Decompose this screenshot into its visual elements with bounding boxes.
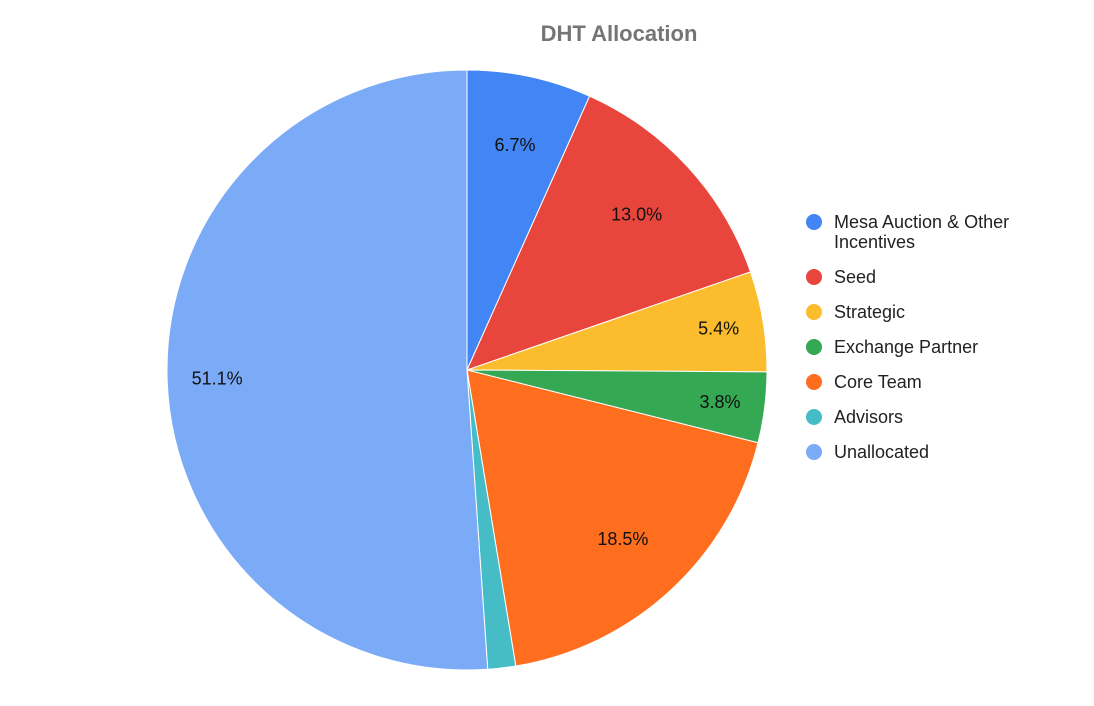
pie-slice-unallocated	[166, 69, 489, 671]
legend-label: Strategic	[834, 302, 905, 322]
legend-label: Seed	[834, 267, 876, 287]
legend-marker	[806, 374, 822, 390]
slice-label: 6.7%	[495, 135, 536, 155]
slice-label: 3.8%	[699, 392, 740, 412]
legend-label: Incentives	[834, 232, 915, 252]
legend-marker	[806, 409, 822, 425]
legend-label: Advisors	[834, 407, 903, 427]
legend-label: Unallocated	[834, 442, 929, 462]
slice-label: 18.5%	[597, 529, 648, 549]
legend-label: Exchange Partner	[834, 337, 978, 357]
legend-marker	[806, 444, 822, 460]
pie-slice-seed	[466, 95, 752, 371]
legend-marker	[806, 339, 822, 355]
slice-label: 51.1%	[192, 369, 243, 389]
legend-label: Mesa Auction & Other	[834, 212, 1009, 232]
chart-title: DHT Allocation	[541, 21, 698, 46]
slices-group	[166, 69, 768, 671]
legend-marker	[806, 304, 822, 320]
slice-label: 5.4%	[698, 319, 739, 339]
pie-slice-core-team	[466, 369, 759, 667]
legend-label: Core Team	[834, 372, 922, 392]
legend-marker	[806, 214, 822, 230]
pie-slice-mesa-auction-other-incentives	[466, 69, 591, 371]
slice-labels-group: 6.7% 13.0% 5.4% 3.8% 18.5% 51.1%	[192, 135, 741, 549]
slice-label: 13.0%	[611, 205, 662, 225]
legend-marker	[806, 269, 822, 285]
